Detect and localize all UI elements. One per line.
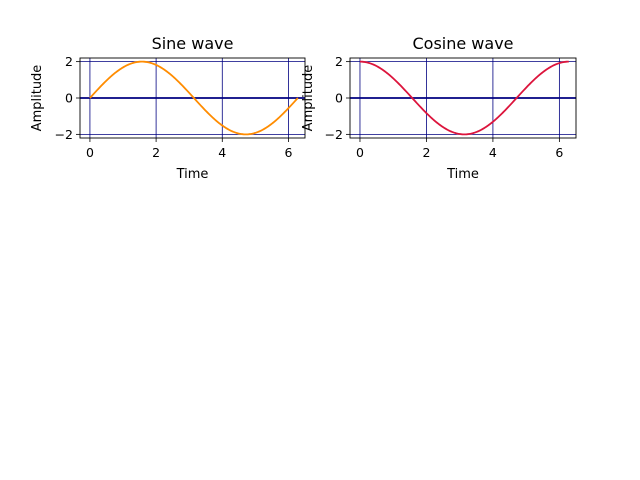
sine-title: Sine wave bbox=[152, 34, 234, 53]
cosine-xtick-label: 2 bbox=[422, 145, 430, 160]
sine-xtick-label: 2 bbox=[152, 145, 160, 160]
sine-ylabel: Amplitude bbox=[30, 65, 45, 132]
cosine-series-line bbox=[359, 60, 569, 136]
sine-ytick-label: −2 bbox=[55, 127, 73, 142]
sine-xtick-label: 4 bbox=[218, 145, 226, 160]
sine-ytick-label: 2 bbox=[65, 54, 73, 69]
sine-xtick-label: 6 bbox=[284, 145, 292, 160]
cosine-ytick-label: 2 bbox=[335, 54, 343, 69]
cosine-ytick-label: −2 bbox=[325, 127, 343, 142]
cosine-xtick-label: 6 bbox=[555, 145, 563, 160]
sine-xlabel: Time bbox=[176, 167, 209, 182]
sine-subplot: Sine wave Time Amplitude 0 2 4 6 −2 0 2 bbox=[30, 34, 306, 182]
cosine-xtick-label: 0 bbox=[356, 145, 364, 160]
cosine-ylabel: Amplitude bbox=[301, 65, 316, 132]
cosine-subplot: Cosine wave Time Amplitude 0 2 4 6 −2 0 2 bbox=[301, 34, 577, 182]
cosine-plot-area: 0 2 4 6 −2 0 2 bbox=[325, 54, 577, 160]
cosine-xlabel: Time bbox=[446, 167, 479, 182]
cosine-ytick-label: 0 bbox=[335, 91, 343, 106]
sine-xtick-label: 0 bbox=[86, 145, 94, 160]
sine-ytick-label: 0 bbox=[65, 91, 73, 106]
sine-series-line bbox=[89, 60, 299, 136]
cosine-title: Cosine wave bbox=[412, 34, 513, 53]
cosine-xtick-label: 4 bbox=[489, 145, 497, 160]
sine-plot-area: 0 2 4 6 −2 0 2 bbox=[55, 54, 306, 160]
